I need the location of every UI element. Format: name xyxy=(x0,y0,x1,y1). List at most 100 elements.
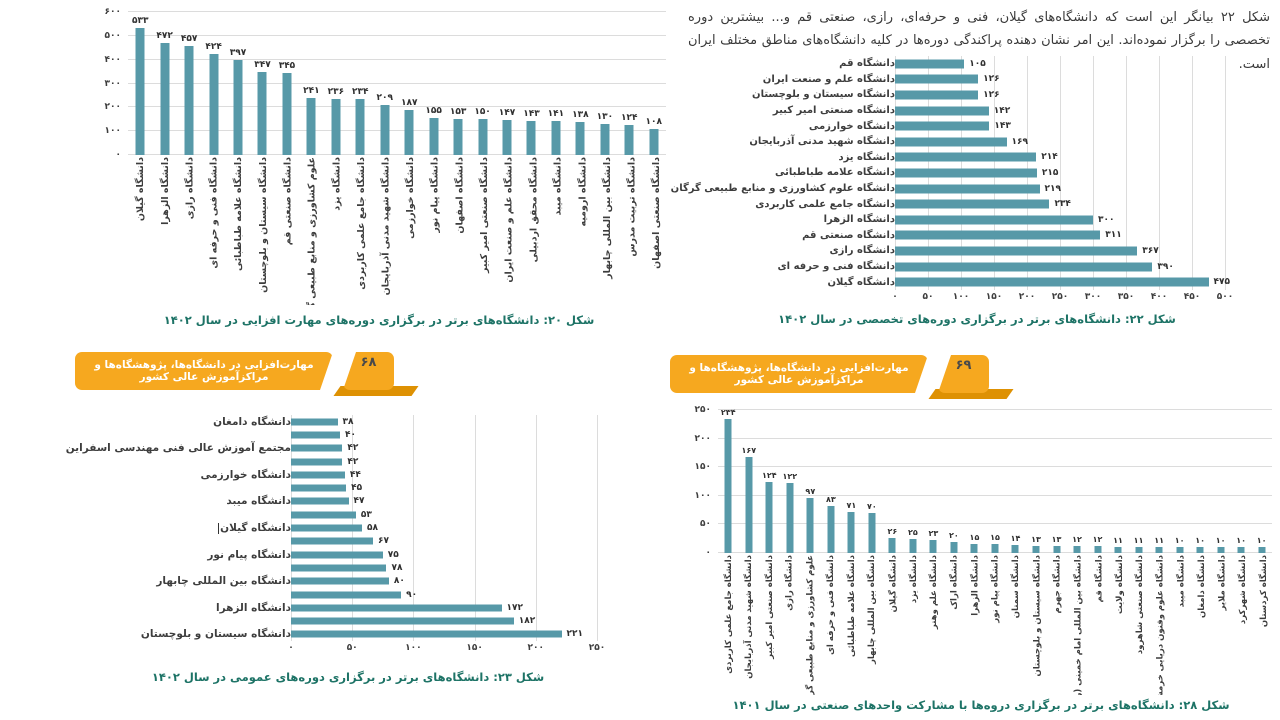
axis-tick-label: ۳۰۰ xyxy=(104,78,121,89)
bar xyxy=(745,457,753,553)
category-cell: دانشگاه اراک xyxy=(945,553,966,695)
axis-tick-label: ۱۰۰ xyxy=(952,291,970,302)
bar-value: ۱۴ xyxy=(1010,534,1021,543)
bar-value: ۱۰۸ xyxy=(645,117,662,128)
bar-slot: ۴۲۴ xyxy=(201,12,225,155)
axis-tick-label: ۴۰۰ xyxy=(104,54,121,65)
bar-track: ۴۰ xyxy=(291,428,597,441)
bar-slot: ۲۶ xyxy=(882,410,903,553)
category-label: دانشگاه صنعتی قم xyxy=(802,229,895,241)
banner-title: مهارت‌افزایی در دانشگاه‌ها، پژوهشگاه‌ها … xyxy=(689,362,909,386)
chart-row: ۷۸ xyxy=(78,561,618,574)
bar xyxy=(526,120,536,155)
bar-value: ۴۵۷ xyxy=(180,34,198,45)
category-cell: دانشگاه بین المللی چابهار xyxy=(594,155,619,305)
category-label: دانشگاه شهید مدنی آذربایجان xyxy=(380,157,392,296)
chart-row: دانشگاه علوم کشاورزی و منابع طبیعی گرگان… xyxy=(671,181,1272,197)
bar-value: ۴۲ xyxy=(347,456,359,467)
category-cell: دانشگاه الزهرا xyxy=(965,553,986,695)
bar-slot: ۱۲۴ xyxy=(759,410,780,553)
bar-track: ۲۳۴ xyxy=(895,196,1225,212)
category-cell: دانشگاه سیستان و بلوچستان xyxy=(251,155,276,305)
chart-row: دانشگاه شهید مدنی آذربایجان ۱۶۹ xyxy=(682,134,1272,150)
axis-tick-label: ۲۰۰ xyxy=(1018,291,1036,302)
bar-value: ۵۳ xyxy=(360,509,372,520)
bar-track: ۵۳ xyxy=(291,508,597,521)
bar-value: ۷۰ xyxy=(866,501,877,511)
chart-row: ۴۵ xyxy=(78,481,618,494)
gridline xyxy=(1192,56,1193,290)
bar-value: ۲۲۱ xyxy=(566,629,583,640)
bar-value: ۱۰ xyxy=(1256,536,1267,546)
category-label: دانشگاه میبد xyxy=(226,495,291,508)
bar-value: ۱۵ xyxy=(990,533,1000,543)
chart-row: دانشگاه علامه طباطبائی ۲۱۵ xyxy=(682,165,1272,181)
category-label: دانشگاه یزد xyxy=(908,555,919,604)
category-label: دانشگاه دامغان xyxy=(213,415,291,428)
bar xyxy=(291,524,362,532)
bar-track: ۴۲ xyxy=(291,442,597,455)
category-cell: دانشگاه یزد xyxy=(324,155,349,305)
bar xyxy=(991,544,999,553)
bar-value: ۱۵۰ xyxy=(474,107,491,118)
bar-track: ۱۴۲ xyxy=(895,103,1225,119)
category-cell: دانشگاه جامع علمی کاربردی xyxy=(718,553,739,695)
category-cell: دانشگاه خوارزمی xyxy=(398,155,423,305)
category-label: دانشگاه صنعتی امیر کبیر xyxy=(764,555,775,659)
bar xyxy=(895,215,1093,225)
axis-tick-label: ۴۵۰ xyxy=(1183,291,1201,302)
category-label: دانشگاه گیلان xyxy=(827,276,895,288)
bar xyxy=(331,98,341,155)
bar xyxy=(765,482,773,553)
category-cell: دانشگاه میبد xyxy=(545,155,570,305)
axis-tick-label: ۵۰ xyxy=(922,291,934,302)
bar xyxy=(1196,547,1204,553)
category-label: دانشگاه سیستان و بلوچستان xyxy=(752,89,895,101)
category-cell: دانشگاه فنی و حرفه ای xyxy=(202,155,227,305)
bar-value: ۲۱۵ xyxy=(1041,167,1059,178)
axis-tick-label: ۱۵۰ xyxy=(466,643,483,654)
bar-value: ۶۷ xyxy=(378,536,389,547)
category-label: دانشگاه صنعتی قم xyxy=(282,157,294,246)
bar-value: ۱۲۴ xyxy=(761,471,777,481)
chart-figure-20: ۰ ۱۰۰ ۲۰۰ ۳۰۰ ۴۰۰ ۵۰۰ ۶۰۰ ۵۳۳ ۴۷۲ ۴۵۷ ۴۲۴ ۳۹۷ ۳۴۷ ۳۴۵… xyxy=(90,4,668,327)
category-label: دانشگاه رازی xyxy=(785,555,796,611)
category-label: دانشگاه ملایر xyxy=(1217,555,1228,611)
category-axis: دانشگاه جامع علمی کاربردی دانشگاه شهید مد… xyxy=(718,553,1274,695)
category-axis: دانشگاه گیلان دانشگاه الزهرا دانشگاه رازی د… xyxy=(128,155,668,305)
bar-track: ۱۰۵ xyxy=(895,56,1225,72)
bars-area: دانشگاه دامغان ۳۸ ۴۰ مجتمع آموزش عالی فنی م… xyxy=(66,415,618,641)
bar-slot: ۱۴ xyxy=(1005,410,1026,553)
category-label: دانشگاه خوارزمی xyxy=(200,468,291,481)
bar-track: ۴۴ xyxy=(291,468,597,481)
category-label: دانشگاه بین المللی چابهار xyxy=(156,575,291,588)
bar-value: ۱۶۹ xyxy=(1011,136,1029,147)
category-label: دانشگاه علامه طباطبائی xyxy=(233,157,245,271)
chart-row: ۱۸۲ xyxy=(78,614,618,627)
category-label: دانشگاه صنعتی اصفهان xyxy=(650,157,662,269)
bar-value: ۲۳۶ xyxy=(327,86,345,97)
gridline xyxy=(1060,56,1061,290)
category-cell: دانشگاه میبد xyxy=(1171,553,1192,695)
bar-slot: ۱۸۷ xyxy=(397,12,421,155)
chart-row: دانشگاه میبد ۴۷ xyxy=(78,495,618,508)
bar-track: ۲۱۴ xyxy=(895,150,1225,166)
bar-slot: ۲۰ xyxy=(944,410,965,553)
bar-track: ۳۸ xyxy=(291,415,597,428)
category-label: دانشگاه سمنان xyxy=(1011,555,1022,619)
category-label: دانشگاه خوارزمی xyxy=(405,157,417,239)
category-cell: دانشگاه تربیت مدرس xyxy=(619,155,644,305)
category-label: دانشگاه ولایت xyxy=(1114,555,1125,615)
gridline xyxy=(718,494,1272,496)
bar-slot: ۷۰ xyxy=(862,410,883,553)
bar xyxy=(895,262,1153,272)
bar xyxy=(291,537,373,545)
chart-row: ۴۰ xyxy=(78,428,618,441)
bar xyxy=(233,60,243,155)
category-cell: دانشگاه صنعتی اصفهان xyxy=(643,155,668,305)
bar-track: ۶۷ xyxy=(291,535,597,548)
bar xyxy=(806,497,814,553)
category-label: دانشگاه کردستان xyxy=(1258,555,1269,628)
category-cell: دانشگاه یزد xyxy=(903,553,924,695)
